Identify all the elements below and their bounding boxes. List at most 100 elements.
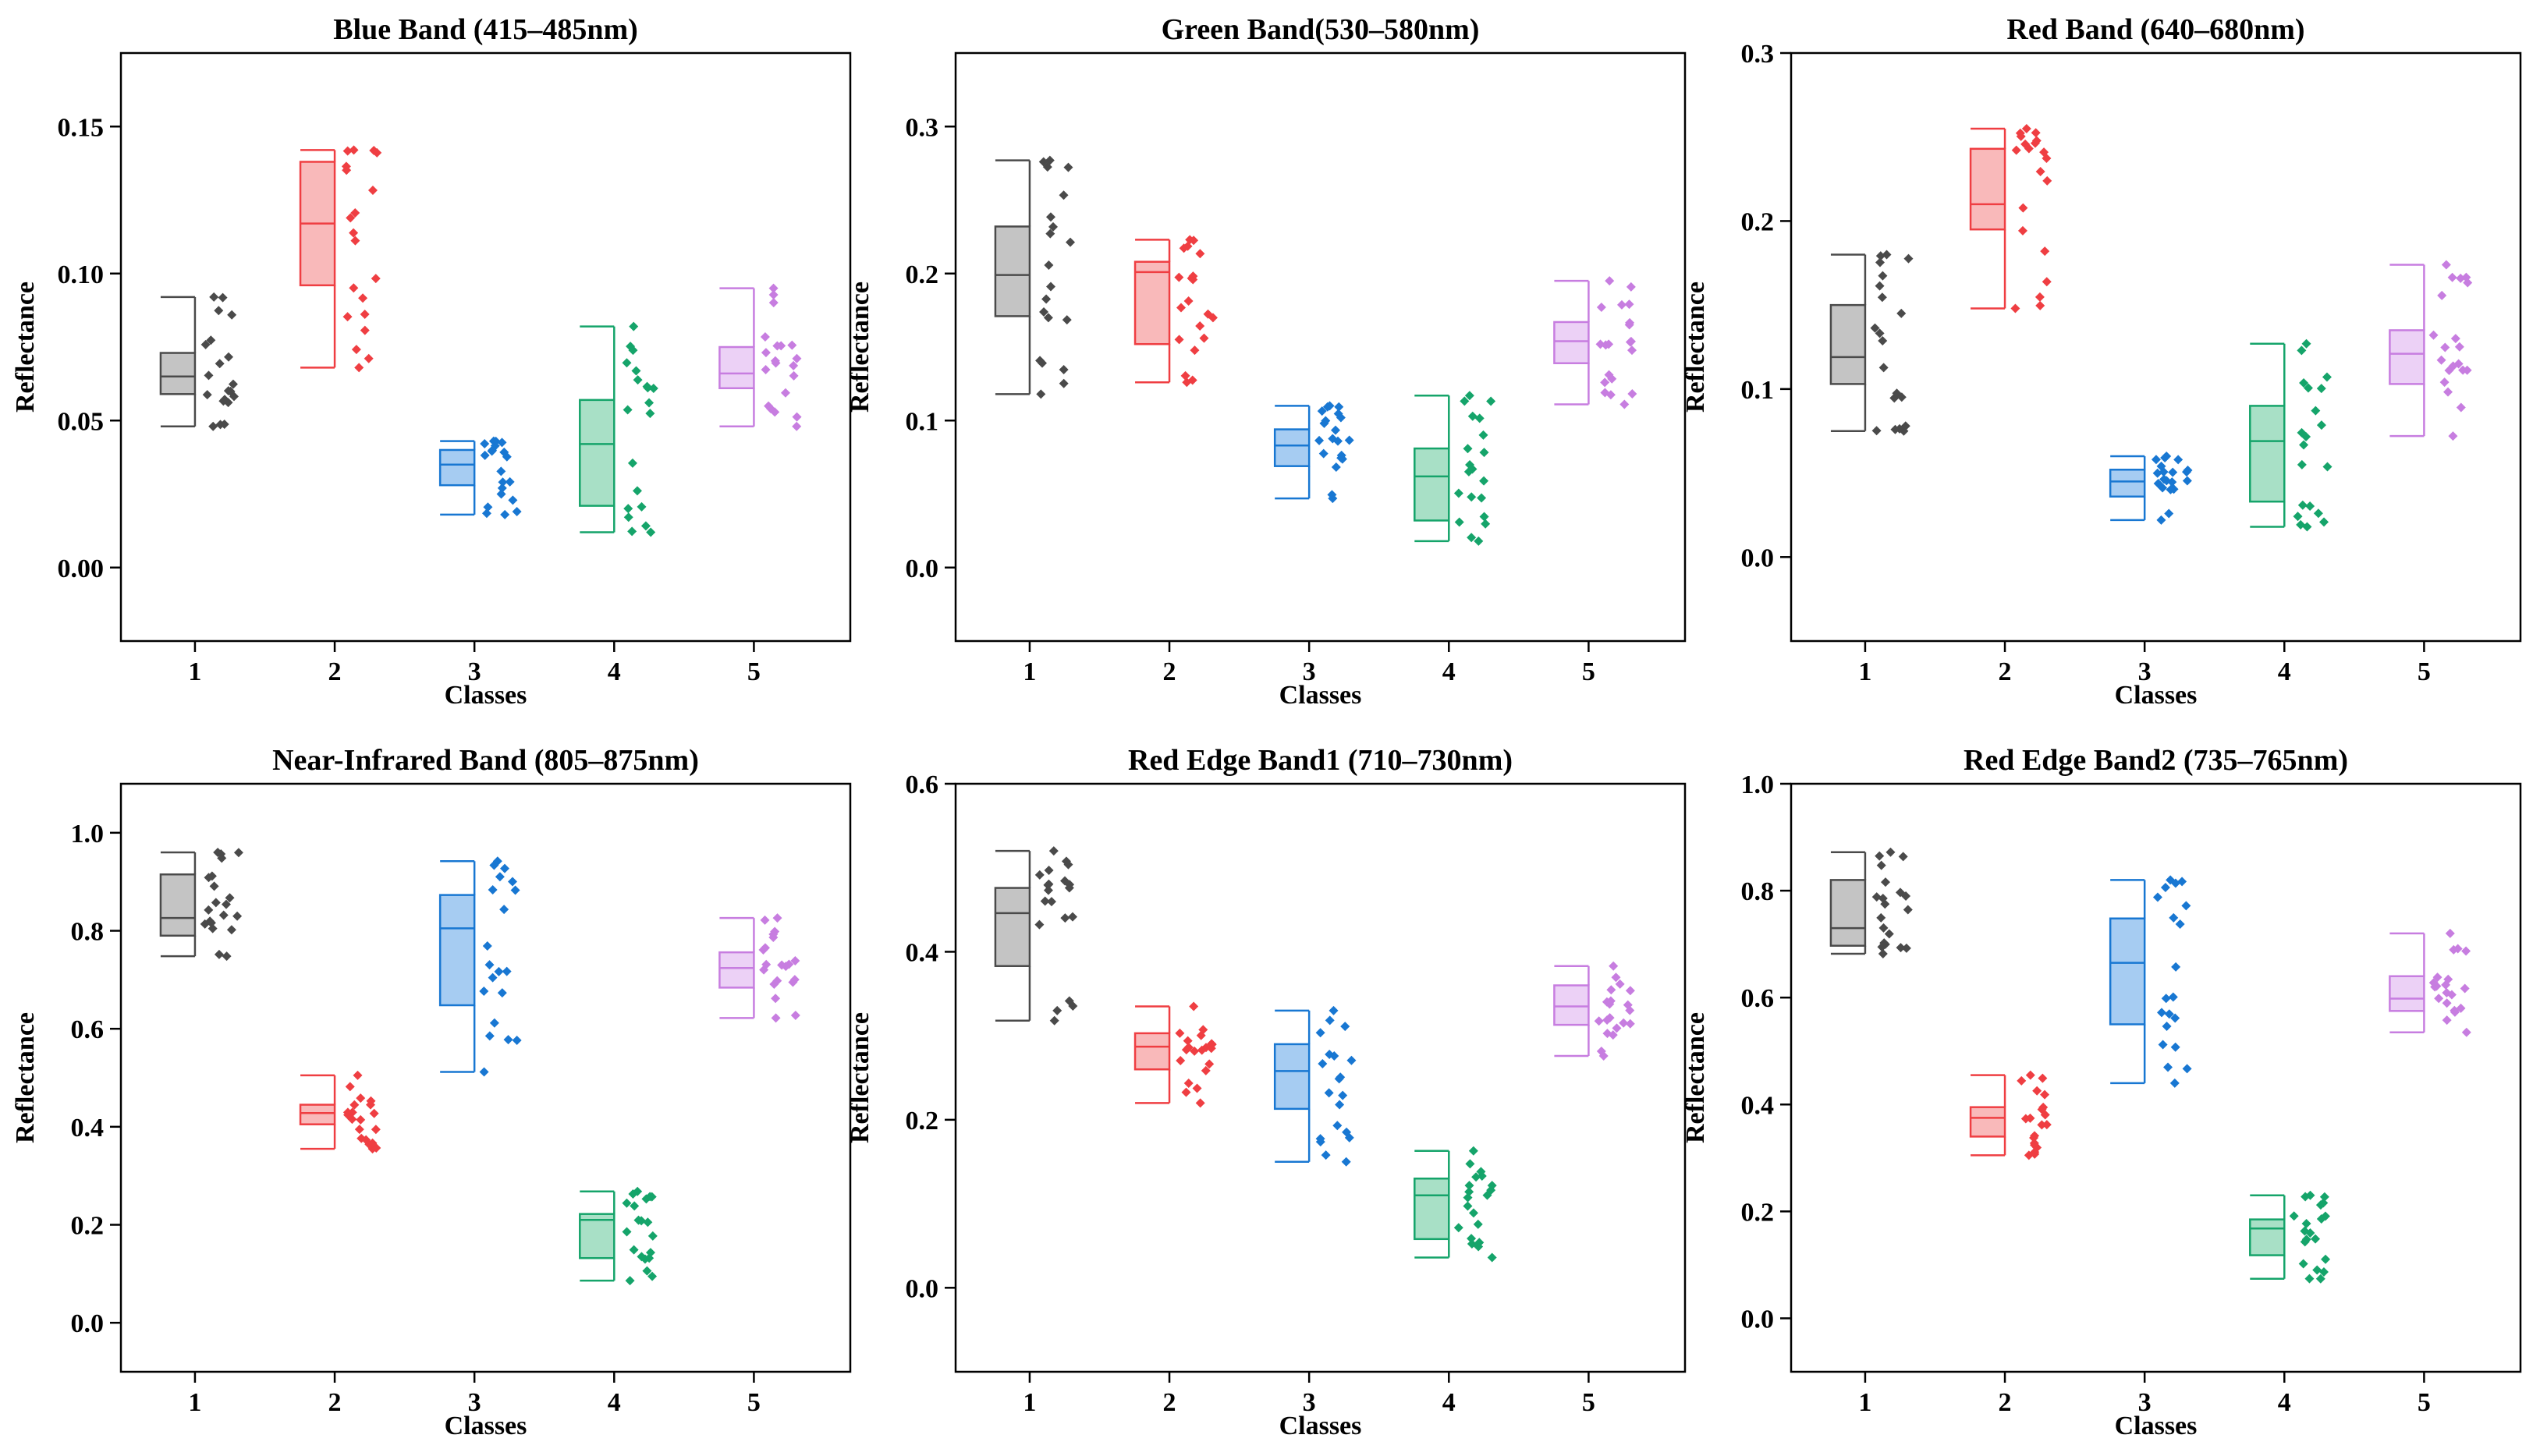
plot-frame [119,782,852,1373]
y-tick-label: 0.0 [906,554,939,583]
data-point [2171,962,2181,972]
data-point [2030,1131,2040,1141]
x-tick-label: 3 [1303,1388,1316,1417]
data-point [227,310,237,320]
data-point [1189,236,1199,246]
data-point [483,502,493,512]
data-point [1476,1167,1486,1177]
data-point [643,1217,653,1228]
data-point [1467,492,1477,502]
data-point [2301,1235,2311,1245]
data-point [1063,162,1073,172]
data-point [1463,1192,1473,1203]
data-point [1181,1087,1191,1097]
box-class-5 [1553,276,1637,409]
iqr-box [2109,917,2146,1026]
data-point [1328,434,1338,444]
data-point [1048,221,1059,232]
data-point [622,1227,632,1237]
data-point [2301,1218,2311,1228]
data-point [1319,418,1329,428]
data-point [218,292,228,303]
data-point [625,1276,635,1286]
data-point [1337,454,1347,464]
data-point [233,848,243,858]
data-point [349,1100,360,1110]
data-point [2315,1200,2325,1210]
y-tick-label: 0.3 [1741,40,1775,69]
data-point [1602,1015,1612,1026]
data-point [2460,983,2470,994]
data-point [645,1192,655,1202]
data-point [2177,877,2187,887]
data-point [342,1107,353,1118]
data-point [789,360,799,370]
data-point [484,960,495,970]
data-point [350,236,360,246]
box-class-4 [1414,391,1496,546]
data-point [1882,250,1892,260]
data-point [216,848,226,859]
data-point [1060,913,1070,923]
data-point [2160,883,2170,893]
data-point [1465,1159,1475,1169]
data-point [224,352,234,362]
data-point [1619,399,1630,409]
data-point [1047,897,1057,907]
data-point [1464,391,1474,401]
data-point [2436,355,2446,365]
data-point [2159,474,2169,484]
panel-4: Near-Infrared Band (805–875nm) 0.0 0.2 0.4 0… [11,744,852,1440]
data-point [1467,411,1478,421]
data-point [502,966,512,976]
box-class-2 [299,145,382,373]
data-point [1315,1028,1325,1038]
y-tick-label: 0.2 [906,260,939,289]
panel-2: Green Band(530–580nm) 0.0 0.1 0.2 0.3 1 2 3 4 5 Cl… [846,13,1687,710]
iqr-box [1133,260,1171,345]
data-point [2297,459,2307,469]
panel-title: Red Band (640–680nm) [2006,13,2304,46]
data-point [1059,364,1069,374]
data-point [2304,1274,2315,1284]
y-tick-label: 0.6 [906,771,939,799]
data-point [2017,225,2027,236]
data-point [347,1114,357,1125]
box-class-2 [1133,1001,1217,1108]
data-point [214,306,224,316]
data-point [1195,321,1205,331]
data-point [484,1031,495,1041]
y-axis-label: Reflectance [1681,282,1710,413]
data-point [761,348,771,358]
data-point [1039,306,1049,317]
data-point [1043,885,1053,895]
data-point [1471,1172,1481,1182]
data-point [2448,361,2458,371]
data-point [369,145,379,155]
data-point [1344,435,1354,445]
data-point [482,941,492,951]
data-point [498,477,508,487]
data-point [1063,859,1073,870]
data-point [1878,363,1889,373]
iqr-box [1273,428,1311,467]
data-point [1482,1190,1492,1200]
data-point [2042,154,2052,164]
data-point [623,504,633,514]
data-point [1034,919,1045,930]
data-point [2040,246,2050,257]
data-point [2029,1138,2039,1148]
y-tick-label: 0.2 [1741,1198,1775,1227]
data-point [342,165,352,175]
data-point [1181,1045,1191,1055]
data-point [1467,1234,1477,1244]
data-point [1467,1238,1477,1249]
panel-title: Red Edge Band1 (710–730nm) [1128,744,1513,777]
box-class-3 [1273,401,1354,504]
data-point [2456,402,2466,413]
data-point [2042,1120,2052,1130]
data-point [206,335,216,345]
data-point [1875,257,1885,267]
data-point [349,228,359,238]
